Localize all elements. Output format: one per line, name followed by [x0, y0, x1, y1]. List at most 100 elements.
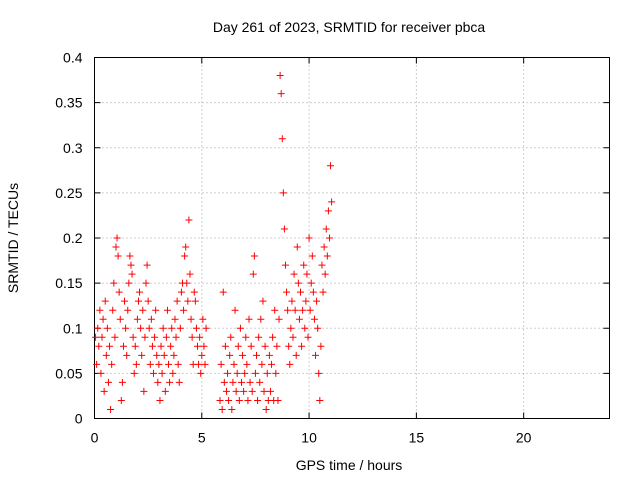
- data-point: [279, 189, 287, 197]
- data-point: [106, 342, 114, 350]
- data-point: [170, 351, 178, 359]
- data-point: [285, 342, 293, 350]
- data-point: [127, 261, 135, 269]
- data-point: [286, 360, 294, 368]
- data-point: [325, 234, 333, 242]
- data-point: [131, 342, 139, 350]
- plot-frame: [94, 57, 610, 419]
- data-point: [177, 288, 185, 296]
- data-point: [200, 342, 208, 350]
- data-point: [263, 369, 271, 377]
- data-point: [113, 234, 121, 242]
- data-point: [249, 270, 257, 278]
- data-point: [328, 198, 336, 206]
- x-tick-label: 15: [409, 430, 425, 446]
- data-point: [244, 396, 252, 404]
- chart-title: Day 261 of 2023, SRMTID for receiver pbc…: [213, 19, 486, 35]
- data-point: [231, 306, 239, 314]
- y-tick-label: 0.1: [63, 320, 83, 336]
- data-point: [268, 360, 276, 368]
- data-point: [175, 378, 183, 386]
- data-point: [239, 351, 247, 359]
- data-point: [276, 72, 284, 80]
- data-point: [155, 360, 163, 368]
- x-tick-label: 5: [198, 430, 206, 446]
- data-point: [133, 315, 141, 323]
- data-point: [222, 387, 230, 395]
- data-point: [255, 333, 263, 341]
- data-point: [272, 369, 280, 377]
- data-point: [96, 306, 104, 314]
- data-point: [198, 351, 206, 359]
- data-point: [227, 333, 235, 341]
- data-point: [121, 297, 129, 305]
- data-point: [304, 333, 312, 341]
- data-point: [168, 324, 176, 332]
- data-point: [167, 342, 175, 350]
- data-point: [150, 369, 158, 377]
- data-point: [319, 288, 327, 296]
- data-point: [197, 369, 205, 377]
- data-point: [230, 360, 238, 368]
- data-point: [313, 297, 321, 305]
- data-point: [232, 387, 240, 395]
- data-point: [309, 288, 317, 296]
- data-point: [141, 333, 149, 341]
- data-point: [140, 387, 148, 395]
- data-point: [322, 225, 330, 233]
- data-point: [102, 351, 110, 359]
- y-tick-label: 0.2: [63, 230, 83, 246]
- data-point: [151, 333, 159, 341]
- data-point: [250, 252, 258, 260]
- data-point: [271, 306, 279, 314]
- y-tick-label: 0.4: [63, 50, 83, 66]
- data-point: [194, 342, 201, 350]
- data-point: [181, 252, 189, 260]
- data-point: [184, 297, 192, 305]
- data-point: [297, 288, 304, 296]
- data-point: [260, 387, 268, 395]
- data-point: [173, 297, 181, 305]
- data-point: [153, 351, 161, 359]
- data-point: [224, 369, 232, 377]
- data-point: [202, 324, 210, 332]
- y-tick-label: 0.15: [55, 275, 82, 291]
- data-point: [160, 351, 168, 359]
- data-point: [245, 315, 253, 323]
- data-point: [154, 378, 162, 386]
- data-point: [180, 306, 188, 314]
- data-point: [277, 90, 285, 98]
- data-point: [110, 279, 118, 287]
- data-point: [201, 360, 209, 368]
- data-point: [98, 333, 106, 341]
- data-point: [191, 297, 199, 305]
- data-point: [291, 306, 299, 314]
- data-point: [186, 270, 194, 278]
- data-point: [199, 315, 207, 323]
- data-point: [225, 396, 233, 404]
- data-point: [190, 288, 198, 296]
- x-tick-label: 0: [91, 430, 99, 446]
- data-point: [139, 306, 147, 314]
- data-point: [123, 351, 131, 359]
- data-point: [218, 405, 226, 413]
- data-point: [146, 360, 154, 368]
- data-point: [316, 396, 324, 404]
- data-point: [242, 333, 250, 341]
- data-point: [174, 360, 182, 368]
- data-point: [144, 297, 152, 305]
- data-point: [321, 270, 329, 278]
- data-point: [243, 360, 251, 368]
- data-point: [235, 396, 243, 404]
- data-point: [283, 288, 291, 296]
- data-point: [317, 342, 325, 350]
- data-point: [310, 315, 318, 323]
- data-point: [219, 288, 227, 296]
- data-point: [314, 324, 322, 332]
- data-point: [305, 234, 313, 242]
- data-point: [192, 324, 200, 332]
- data-point: [266, 387, 274, 395]
- data-point: [183, 279, 191, 287]
- data-point: [241, 369, 249, 377]
- data-point: [257, 315, 265, 323]
